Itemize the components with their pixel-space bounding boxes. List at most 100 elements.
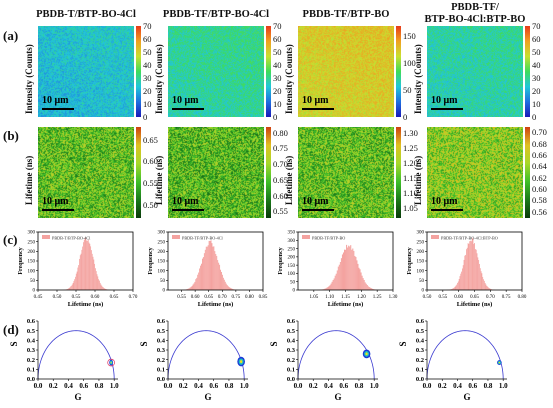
y-tick-label: 150 [417,260,425,265]
x-tick-label: 0.2 [438,382,447,390]
histogram: PBDB-T/BTP-BO-4Cl 0.45 0.50 0.55 0.60 0.65 0.7… [18,231,138,308]
y-tick-label: 150 [28,260,36,265]
x-tick-label: 0.2 [179,382,188,390]
histogram-bar [485,284,487,290]
histogram-bar [361,275,363,290]
histogram-bar [461,271,462,290]
histogram-bar [351,249,353,290]
histogram-bar [99,282,101,290]
histogram: PBDB-TF/BTP-BO 1.05 1.10 1.15 1.20 1.25 1.30 0 5… [278,231,398,308]
histogram-bar [195,279,197,290]
intensity-map [168,26,264,117]
phasor-plot: 0.0 0.2 0.4 0.6 0.8 1.0 0.0 0.1 0.2 0.3 0.4 0.5 0.6 G… [140,318,249,402]
histogram-bar [359,269,361,290]
histogram-bar [325,288,327,290]
histogram-bar [363,280,365,290]
intensity-image [168,26,264,117]
histogram-bar [104,288,106,290]
histogram-bar [95,271,97,290]
histogram-bar [206,246,208,290]
histogram-bar [190,286,192,290]
y-tick-label: 0.5 [157,328,166,335]
y-tick-label: 0.1 [287,367,295,374]
histogram-bar [192,284,194,290]
x-tick-label: 0.4 [64,382,73,390]
intensity-colorbar [525,26,530,117]
y-tick-label: 0.6 [157,318,166,325]
colorbar-tick-label: 1.10 [403,188,418,199]
x-tick-label: 0.75 [231,295,240,300]
histogram-bar [345,249,347,290]
x-tick-label: 0.4 [453,382,462,390]
histogram-bar [489,288,491,290]
column-title: PBDB-TF/ [451,2,499,13]
histogram-bar [99,280,100,290]
colorbar-tick-label: 0.60 [143,156,158,167]
histogram-bar [83,242,84,290]
histogram-bar [80,253,82,290]
histogram-bar [453,287,455,290]
histogram-bar [229,287,231,290]
x-axis-label: G [463,392,470,402]
histogram-bar [365,283,367,290]
y-axis-label: S [10,341,19,346]
histogram-bar [469,241,471,290]
x-tick-label: 0.4 [194,382,203,390]
scale-bar-label: 10 μm [302,196,329,207]
colorbar-tick-label: 1.25 [403,142,418,153]
scale-bar-label: 10 μm [42,196,69,207]
y-tick-label: 300 [288,239,296,244]
y-tick-label: 0.3 [157,347,166,354]
colorbar-tick-label: 1.05 [403,203,418,214]
y-tick-label: 0.1 [416,367,424,374]
y-tick-label: 250 [158,240,166,245]
histogram-bar [87,239,89,290]
histogram-bar [337,266,339,290]
histogram-bar [475,249,477,290]
y-tick-label: 150 [288,264,296,269]
colorbar-tick-label: 30 [532,72,541,83]
scale-bar-label: 10 μm [431,196,458,207]
y-tick-label: 200 [28,250,36,255]
histogram-bar [75,273,77,290]
histogram-bar [462,265,464,290]
histogram-bar [482,276,484,290]
scale-bar-label: 10 μm [172,196,199,207]
colorbar-tick-label: 20 [273,85,282,96]
y-tick-label: 0.0 [157,376,165,383]
y-tick-label: 0 [422,289,425,294]
y-axis-label: Frequency [18,247,24,274]
scale-bar [172,209,204,211]
x-tick-label: 0.55 [72,295,81,300]
phasor-cluster-core [365,352,368,356]
x-axis-label: Lifetime (ns) [68,301,104,308]
lifetime-axis-label: Lifetime (ns) [154,155,164,205]
histogram-bar [479,263,480,290]
histogram-bar [357,263,359,290]
histogram-bar [452,288,454,290]
histogram-bar [72,282,74,290]
histogram-bar [227,286,229,290]
lifetime-image [38,127,134,218]
histogram-bar [210,240,212,290]
colorbar-tick-label: 0.50 [143,199,158,210]
histogram-bar [100,284,102,290]
legend-swatch [431,235,439,239]
histogram-bar [89,243,91,290]
y-axis-label: Frequency [278,247,284,274]
histogram-bar [186,289,188,290]
colorbar-tick-label: 0.56 [532,206,547,217]
y-tick-label: 100 [158,269,166,274]
x-tick-label: 0.0 [34,382,43,390]
x-tick-label: 0.60 [91,295,100,300]
x-tick-label: 0.70 [129,295,138,300]
x-tick-label: 0.4 [324,382,333,390]
x-tick-label: 0.80 [245,295,254,300]
histogram: PBDB-TF/BTP-BO-4Cl:BTP-BO 0.50 0.55 0.60 0.6… [407,231,527,308]
intensity-colorbar [136,26,141,117]
histogram-bar [226,284,228,290]
scale-bar [431,209,463,211]
histogram-bar [461,268,463,290]
histogram-bar [217,260,219,290]
histogram-bar [468,243,470,290]
